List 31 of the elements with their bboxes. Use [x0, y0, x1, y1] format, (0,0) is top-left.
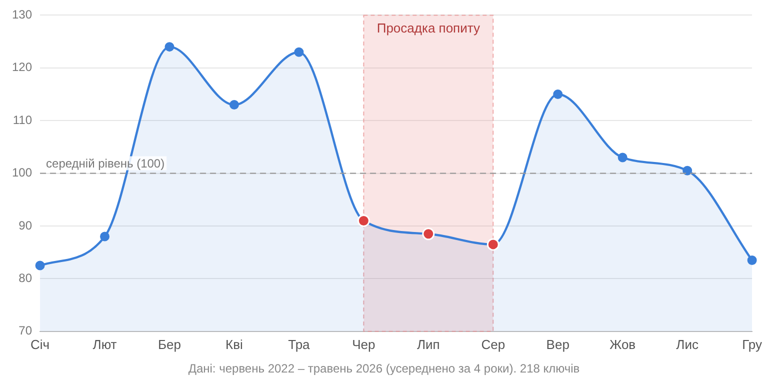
point [682, 166, 692, 176]
x-tick-label: Тра [288, 336, 311, 352]
x-tick-label: Кві [226, 336, 244, 352]
y-tick-label: 80 [18, 271, 32, 286]
point [164, 42, 174, 52]
y-tick-label: 90 [18, 218, 32, 232]
y-tick-label: 120 [12, 60, 32, 74]
x-tick-label: Чер [352, 336, 376, 352]
point [747, 256, 757, 266]
point [100, 232, 110, 242]
x-tick-label: Бер [158, 336, 181, 352]
x-tick-label: Лип [416, 336, 440, 352]
ref-line-label: середній рівень (100) [46, 156, 165, 171]
x-tick-label: Жов [610, 336, 636, 352]
x-tick-label: Гру [742, 336, 762, 352]
text: Дані: червень 2022 – травень 2026 (усереднено за 4 роки). 218 ключів [188, 361, 580, 376]
y-tick-label: 130 [12, 8, 32, 22]
point [229, 100, 239, 110]
x-tick-label: Лют [92, 336, 117, 352]
point [553, 90, 563, 99]
point [35, 260, 45, 270]
y-tick-label: 100 [12, 166, 32, 180]
band-label: Просадка попиту [376, 20, 480, 36]
point [294, 47, 304, 57]
x-tick-label: Вер [546, 336, 570, 352]
x-tick-label: Лис [676, 336, 699, 352]
x-tick-label: Січ [30, 336, 50, 352]
y-tick-label: 70 [18, 324, 32, 338]
point [618, 152, 628, 162]
x-tick-label: Сер [481, 336, 506, 352]
y-tick-label: 110 [12, 112, 32, 127]
